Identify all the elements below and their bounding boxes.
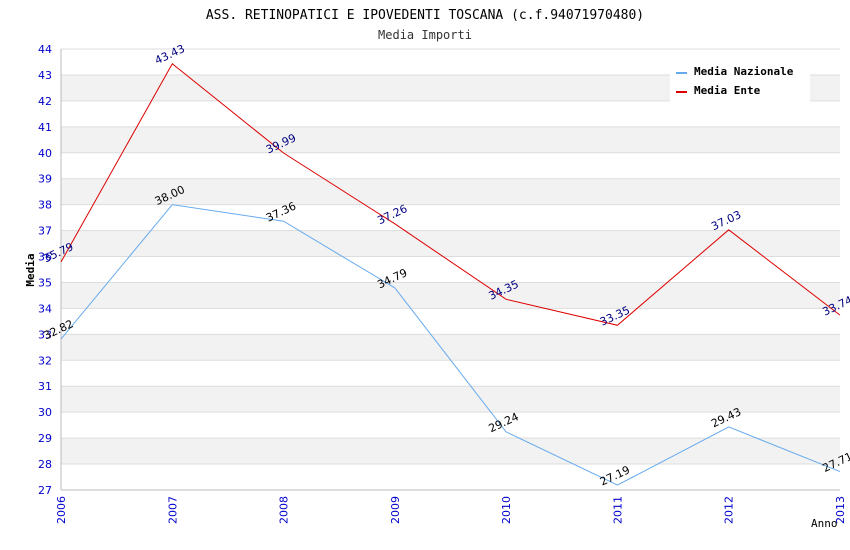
y-tick-label: 41 [38,121,52,134]
x-tick-label: 2006 [55,496,68,524]
x-tick-label: 2007 [166,496,179,524]
y-tick-label: 44 [38,43,52,56]
y-tick-label: 30 [38,406,52,419]
legend: Media Nazionale Media Ente [670,62,810,102]
x-tick-label: 2008 [278,496,291,524]
legend-label-media-nazionale: Media Nazionale [694,65,794,78]
series-line-media-nazionale [60,204,841,486]
series-lines [60,63,841,486]
grid-lines [61,48,840,491]
chart-subtitle: Media Importi [378,28,472,42]
y-tick-label: 37 [38,225,52,238]
y-axis-ticks: 27 28 29 30 31 32 33 34 35 36 37 38 39 40 41 42 43 44 [38,43,52,497]
grid-band [61,386,840,413]
y-tick-label: 40 [38,147,52,160]
y-tick-label: 36 [38,251,52,264]
data-labels: 32.8238.0037.3634.7929.2427.1929.4327.71… [41,42,850,488]
y-axis-label: Media [24,253,37,286]
y-tick-label: 31 [38,380,52,393]
data-label: 37.26 [375,202,409,227]
y-tick-label: 39 [38,173,52,186]
y-tick-label: 42 [38,95,52,108]
y-tick-label: 35 [38,276,52,289]
y-tick-label: 28 [38,458,52,471]
x-axis-ticks: 2006 2007 2008 2009 2010 2011 2012 2013 [55,496,847,524]
grid-band [61,178,840,205]
legend-label-media-ente: Media Ente [694,84,761,97]
data-label: 35.79 [41,240,75,265]
y-tick-label: 29 [38,432,52,445]
x-tick-label: 2009 [389,496,402,524]
series-line-media-ente [60,63,841,326]
y-tick-label: 32 [38,354,52,367]
grid-band [61,334,840,361]
x-tick-label: 2010 [500,496,513,524]
data-label: 43.43 [153,42,187,67]
y-tick-label: 43 [38,69,52,82]
grid-band [61,282,840,309]
x-tick-label: 2011 [611,496,624,524]
grid-bands [61,74,840,465]
data-label: 37.03 [709,208,743,233]
x-tick-label: 2013 [834,496,847,524]
legend-box [670,62,810,102]
data-label: 27.19 [598,463,632,488]
x-axis-label: Anno [811,517,838,530]
axes [60,49,840,491]
y-tick-label: 38 [38,199,52,212]
y-tick-label: 34 [38,302,52,315]
chart-title: ASS. RETINOPATICI E IPOVEDENTI TOSCANA (… [206,8,644,23]
grid-band [61,230,840,257]
grid-band [61,126,840,153]
grid-band [61,438,840,465]
y-tick-label: 33 [38,328,52,341]
y-tick-label: 27 [38,484,52,497]
x-tick-label: 2012 [723,496,736,524]
